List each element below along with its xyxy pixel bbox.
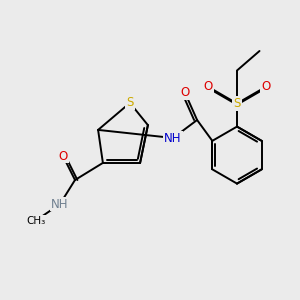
Text: CH₃: CH₃: [26, 215, 46, 226]
Text: O: O: [261, 80, 270, 94]
Text: S: S: [233, 97, 241, 110]
Text: O: O: [181, 86, 190, 100]
Text: S: S: [126, 96, 134, 110]
Text: O: O: [58, 149, 68, 163]
Text: O: O: [204, 80, 213, 94]
Text: NH: NH: [164, 131, 182, 145]
Text: NH: NH: [51, 197, 69, 211]
